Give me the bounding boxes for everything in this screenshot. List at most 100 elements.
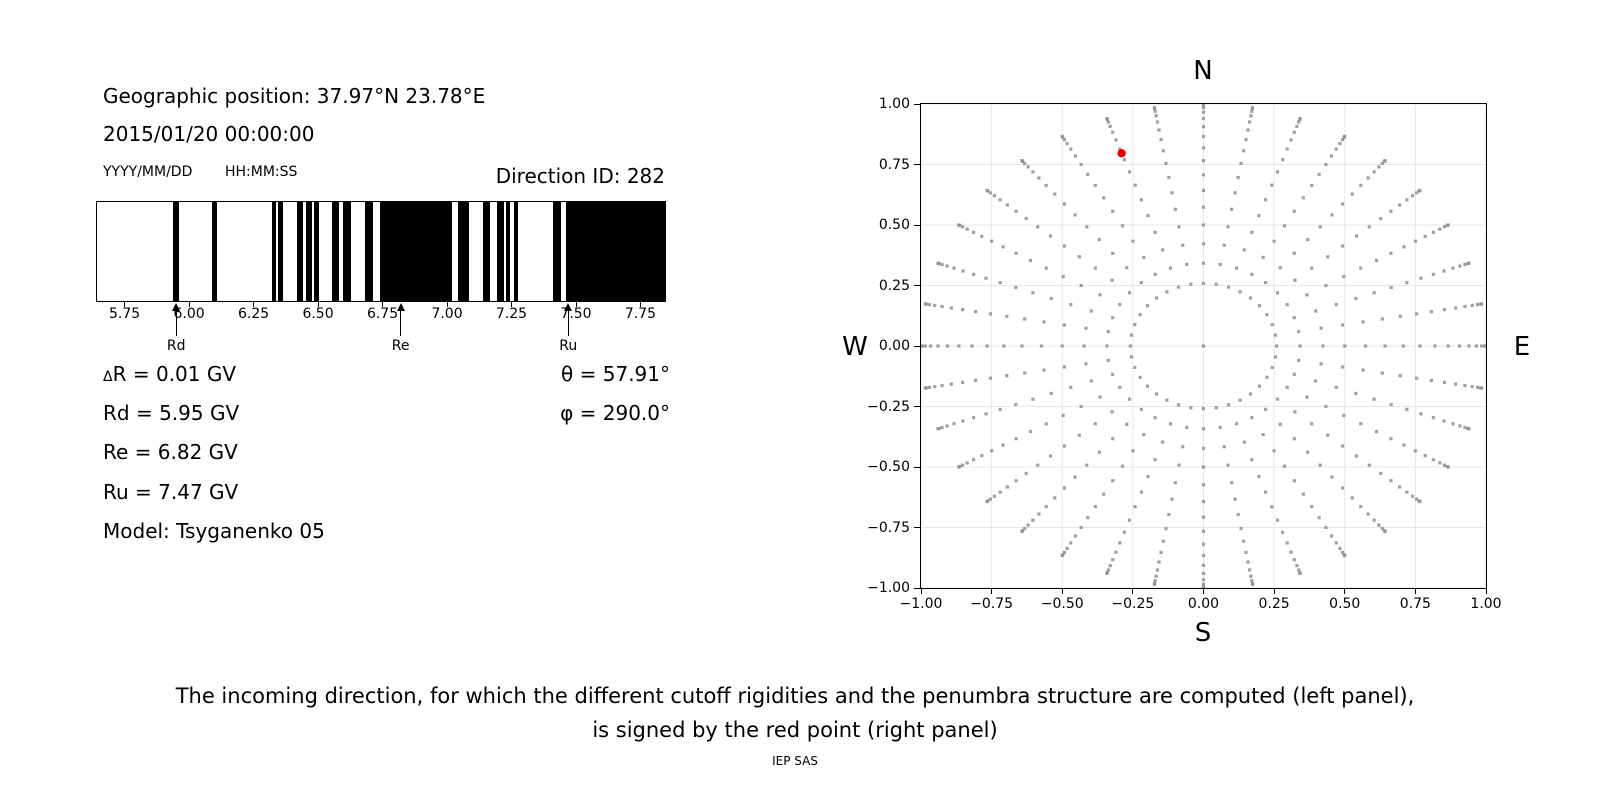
map-y-tick	[914, 406, 920, 407]
direction-dot	[1366, 176, 1370, 180]
direction-map-plot	[920, 103, 1487, 589]
direction-dot	[1250, 416, 1254, 420]
direction-dot	[936, 427, 940, 431]
direction-dot	[1326, 255, 1330, 259]
direction-dot	[1036, 225, 1040, 229]
direction-dot	[1367, 463, 1371, 467]
direction-dot	[1281, 158, 1285, 162]
time-format-label: HH:MM:SS	[225, 164, 298, 180]
direction-dot	[1310, 266, 1314, 270]
direction-dot	[1442, 269, 1446, 273]
caption-line-1: The incoming direction, for which the di…	[175, 684, 1415, 708]
direction-dot	[1154, 392, 1159, 396]
penumbra-forbidden-band	[552, 202, 561, 301]
direction-dot	[1106, 568, 1110, 572]
direction-dot	[1005, 314, 1009, 318]
direction-dot	[1446, 465, 1450, 469]
direction-dot	[1372, 397, 1376, 401]
direction-dot	[1005, 374, 1009, 378]
direction-dot	[1314, 379, 1318, 383]
direction-dot	[1293, 410, 1297, 414]
direction-dot	[1341, 202, 1345, 206]
direction-dot	[1383, 344, 1387, 348]
direction-dot	[1125, 422, 1129, 426]
direction-dot	[1343, 134, 1347, 139]
rigidity-marker-label-rd: Rd	[166, 338, 186, 354]
direction-dot	[1024, 471, 1028, 476]
direction-dot	[974, 309, 978, 314]
penumbra-plot	[96, 201, 666, 302]
datetime-text: 2015/01/20 00:00:00	[103, 122, 315, 146]
direction-dot	[1157, 560, 1161, 564]
direction-dot	[1244, 138, 1248, 142]
direction-dot	[1264, 490, 1268, 494]
direction-dot	[1324, 283, 1328, 288]
direction-dot	[1118, 385, 1122, 389]
direction-dot	[1060, 134, 1064, 139]
direction-dot	[945, 424, 949, 428]
direction-dot	[1001, 443, 1005, 447]
direction-dot	[1305, 395, 1309, 399]
direction-dot	[1248, 392, 1253, 396]
direction-dot	[1153, 109, 1157, 113]
direction-dot	[1085, 225, 1089, 229]
direction-dot	[988, 497, 992, 501]
direction-dot	[1389, 437, 1393, 441]
direction-dot	[1093, 504, 1097, 509]
direction-dot	[1142, 255, 1146, 260]
direction-dot	[1106, 120, 1110, 124]
direction-dot	[1405, 407, 1409, 412]
direction-dot	[1359, 183, 1363, 188]
direction-dot	[1153, 272, 1157, 276]
rigidity-marker-label-re: Re	[391, 338, 410, 354]
direction-dot	[1125, 266, 1129, 270]
direction-dot	[1073, 213, 1077, 217]
direction-dot	[1334, 541, 1338, 545]
direction-dot	[1438, 227, 1442, 231]
direction-dot	[1077, 433, 1081, 437]
direction-dot	[1310, 183, 1314, 188]
direction-dot	[1342, 274, 1346, 279]
direction-dot	[1133, 322, 1137, 327]
direction-dot	[1111, 251, 1115, 255]
direction-dot	[988, 191, 992, 195]
map-y-tick	[914, 224, 920, 226]
direction-dot	[1120, 224, 1125, 228]
direction-dot	[1419, 276, 1423, 280]
direction-dot	[1201, 205, 1206, 209]
direction-dot	[1037, 176, 1041, 180]
penumbra-x-tick	[253, 302, 255, 307]
direction-dot	[1085, 463, 1089, 467]
direction-dot	[1275, 397, 1280, 401]
direction-dot	[1282, 224, 1287, 228]
direction-dot	[1341, 138, 1345, 142]
map-y-tick-label: −0.25	[867, 398, 910, 415]
direction-dot	[1062, 138, 1066, 142]
direction-dot	[1292, 251, 1296, 255]
direction-dot	[1366, 512, 1370, 516]
map-y-tick	[914, 345, 920, 347]
direction-dot	[1442, 225, 1447, 229]
direction-dot	[1102, 492, 1106, 496]
direction-dot	[1310, 504, 1314, 509]
direction-dot	[1044, 422, 1048, 426]
map-y-tick	[914, 587, 920, 589]
direction-dot	[1014, 209, 1018, 213]
direction-dot	[1273, 333, 1278, 337]
rigidity-marker-label-ru: Ru	[559, 338, 578, 354]
direction-dot	[936, 344, 940, 348]
direction-dot	[1250, 230, 1254, 234]
direction-dot	[1282, 464, 1287, 468]
map-y-tick-label: 0.25	[878, 277, 910, 294]
direction-dot	[1247, 568, 1252, 572]
direction-dot	[1073, 475, 1077, 479]
direction-dot	[990, 239, 994, 243]
direction-dot	[1127, 291, 1132, 295]
direction-dot	[927, 303, 932, 307]
direction-dot	[1020, 159, 1024, 163]
direction-dot	[1111, 558, 1115, 562]
direction-dot	[1062, 323, 1066, 327]
direction-dot	[1201, 104, 1206, 106]
direction-dot	[1264, 407, 1268, 412]
direction-dot	[940, 383, 944, 388]
